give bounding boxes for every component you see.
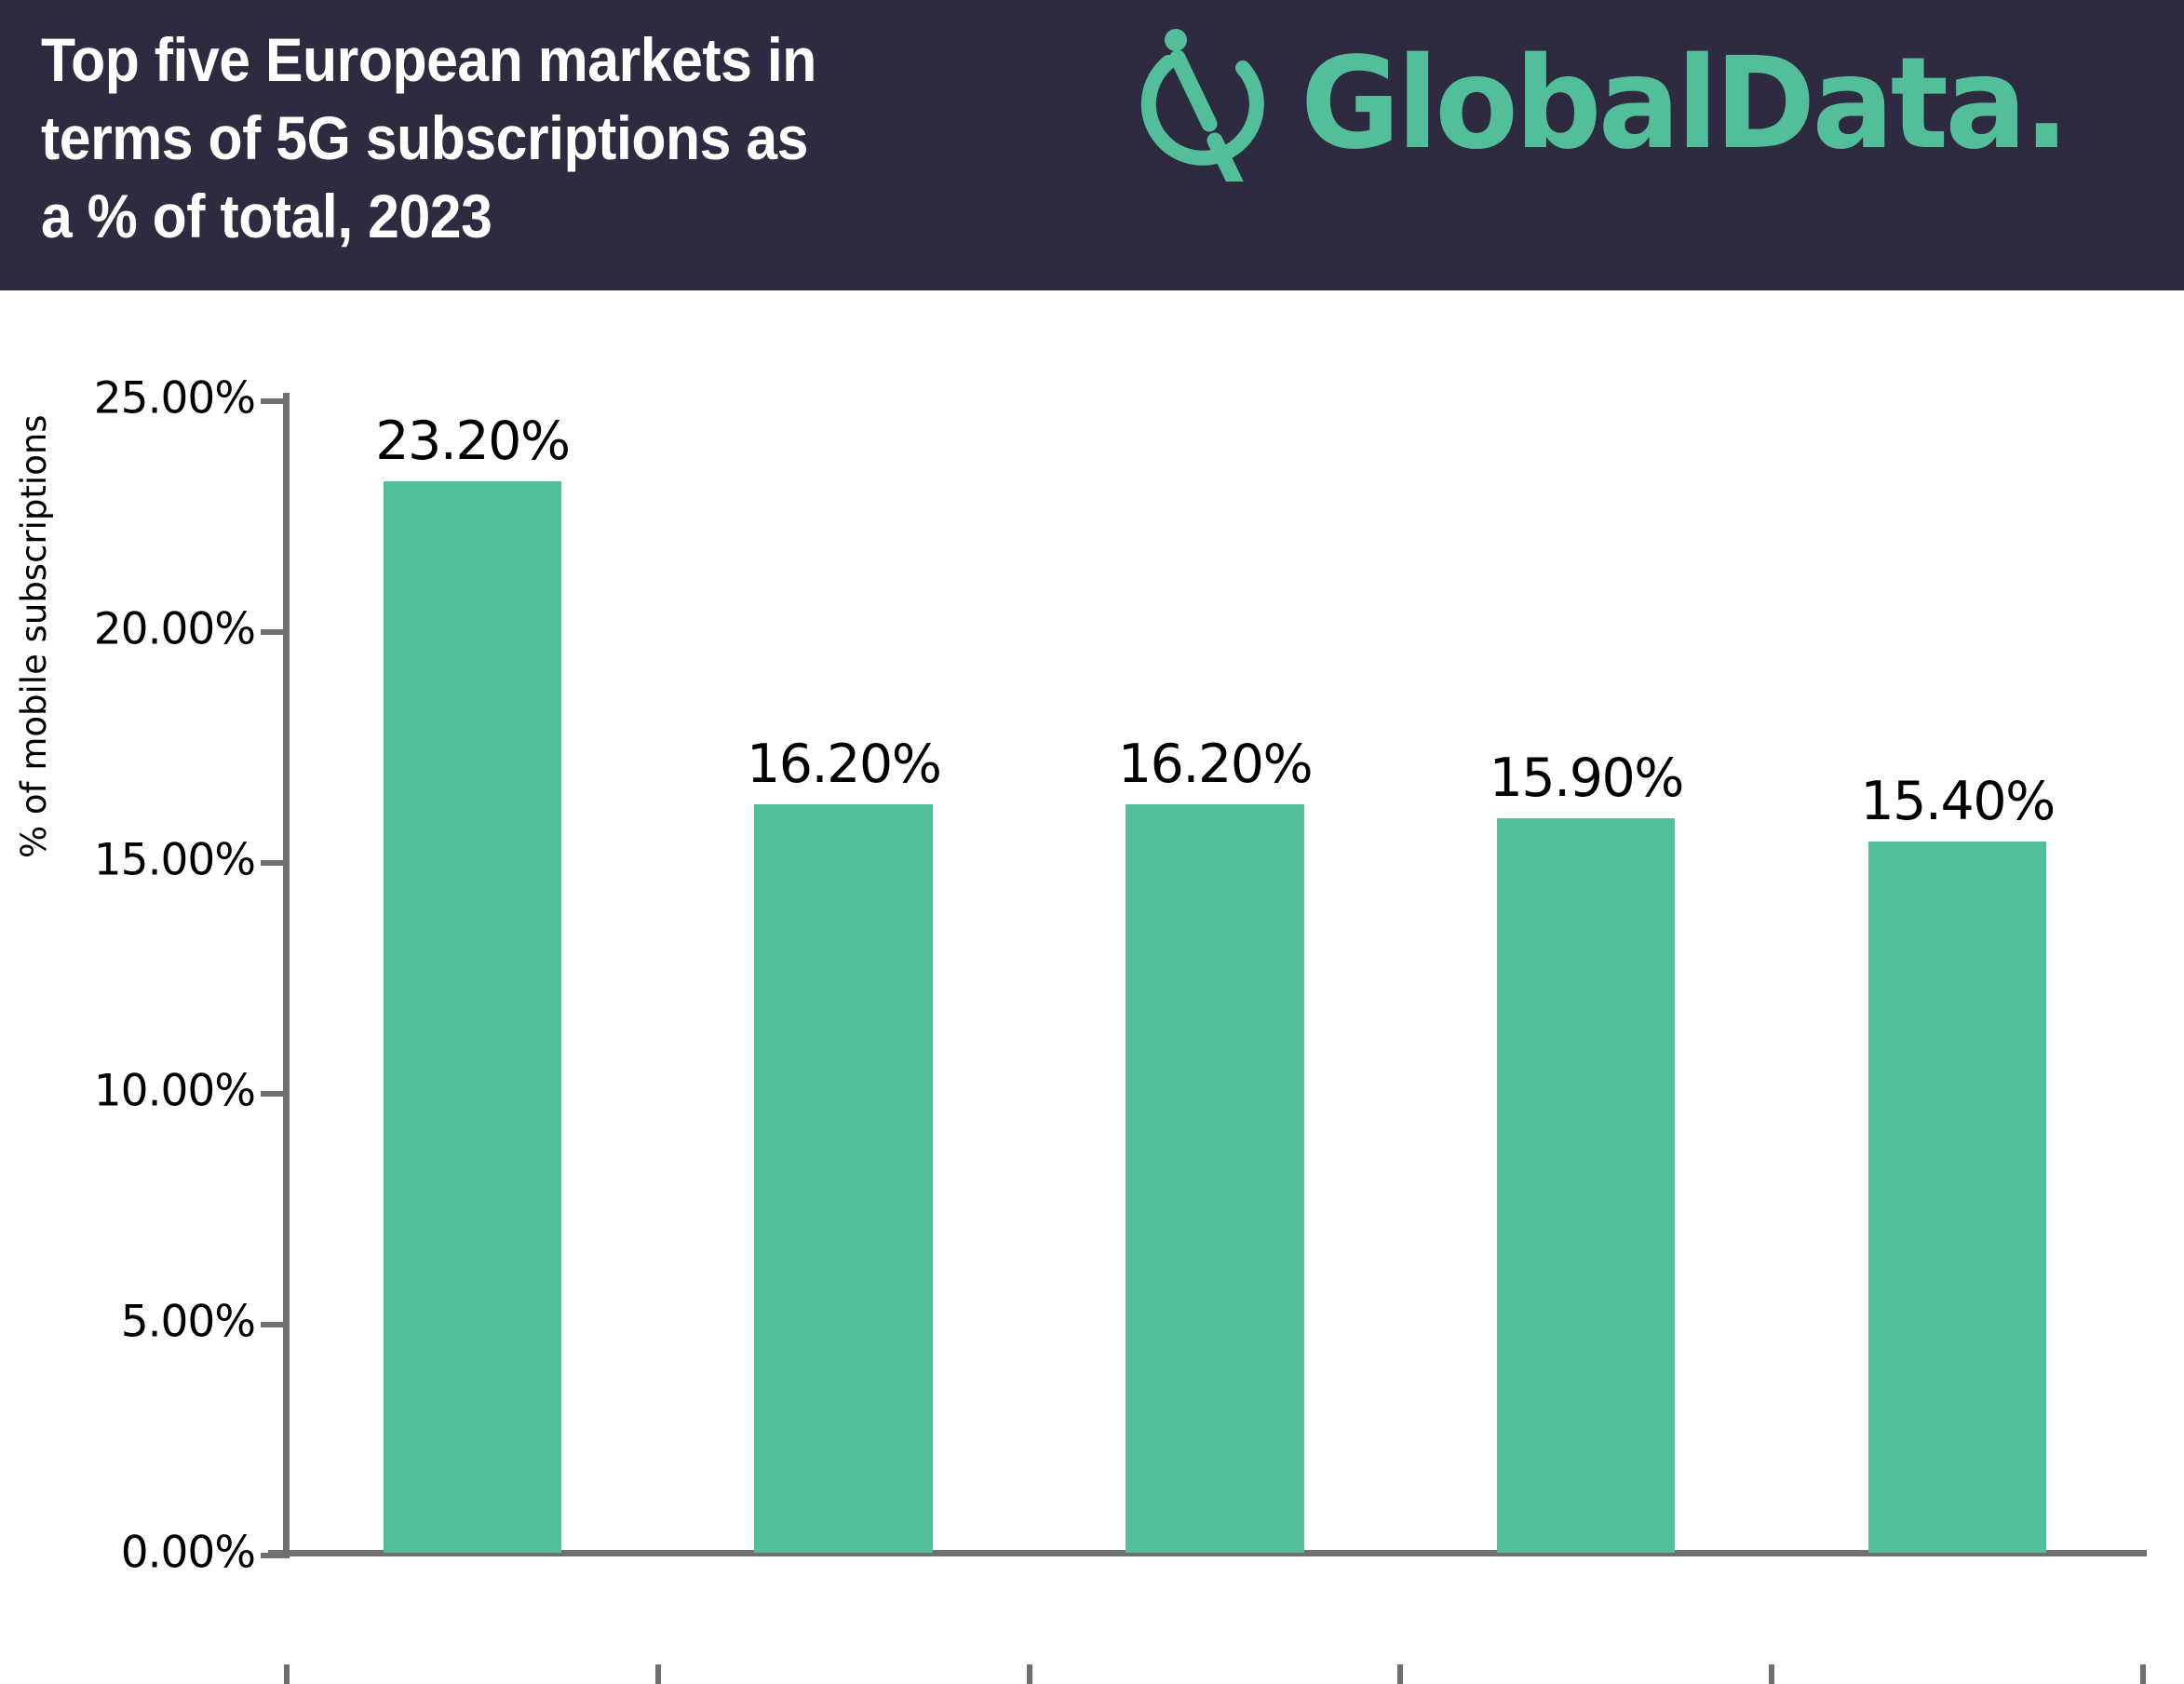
bar-group: 16.20%Switzerland: [1030, 398, 1401, 1553]
y-axis-tick-label: 0.00%: [120, 1527, 256, 1579]
y-axis-tick-mark: [261, 1322, 283, 1327]
x-axis-tick-mark: [284, 1664, 290, 1684]
y-axis-tick-label: 10.00%: [93, 1065, 256, 1117]
bar-group: 15.40%Netherlands: [1772, 398, 2143, 1553]
y-axis-tick-label: 15.00%: [93, 834, 256, 886]
x-axis-tick-mark: [1026, 1664, 1032, 1684]
y-axis-title: % of mobile subscriptions: [14, 414, 54, 858]
bar-value-label: 15.40%: [1860, 771, 2056, 833]
globaldata-logo: GlobalData.: [1131, 20, 2155, 188]
x-axis-tick-mark: [2140, 1664, 2146, 1684]
y-axis-tick-mark: [261, 860, 283, 866]
plot-area: 0.00% 5.00% 10.00% 15.00% 20.00% 25.00% 23.20…: [94, 377, 2146, 1684]
bar-value-label: 16.20%: [747, 734, 942, 796]
bar-group: 15.90%Finland: [1400, 398, 1772, 1553]
x-axis-line: [268, 1550, 2147, 1556]
y-axis-tick-mark: [261, 398, 283, 404]
y-axis-tick-mark: [261, 1553, 283, 1558]
bar-group: 16.20%Portugal: [658, 398, 1030, 1553]
y-axis-tick-mark: [261, 629, 283, 635]
y-axis-tick-label: 5.00%: [120, 1296, 256, 1348]
bar-group: 23.20%Denmark: [287, 398, 658, 1553]
bar[interactable]: [1497, 818, 1676, 1553]
x-axis-tick-mark: [654, 1664, 661, 1684]
bar[interactable]: [1867, 842, 2047, 1553]
y-axis-tick-label: 25.00%: [93, 372, 256, 424]
x-axis-tick-mark: [1769, 1664, 1775, 1684]
bar-value-label: 15.90%: [1489, 748, 1685, 810]
y-axis-line: [283, 393, 290, 1558]
globaldata-logo-mark: [1140, 29, 1264, 182]
x-axis-tick-mark: [1397, 1664, 1404, 1684]
bar[interactable]: [1126, 804, 1304, 1553]
bar[interactable]: [754, 804, 933, 1553]
y-axis-tick-label: 20.00%: [93, 603, 256, 655]
y-axis-tick-mark: [261, 1091, 283, 1097]
bar-value-label: 23.20%: [375, 411, 571, 473]
bar-value-label: 16.20%: [1117, 734, 1314, 796]
header-band: Top five European markets in terms of 5G…: [0, 0, 2184, 290]
bar[interactable]: [383, 481, 562, 1553]
bar-chart: % of mobile subscriptions 0.00% 5.00% 10.0…: [0, 290, 2184, 1684]
globaldata-wordmark: GlobalData.: [1301, 31, 2069, 178]
page-title: Top five European markets in terms of 5G…: [41, 25, 816, 250]
